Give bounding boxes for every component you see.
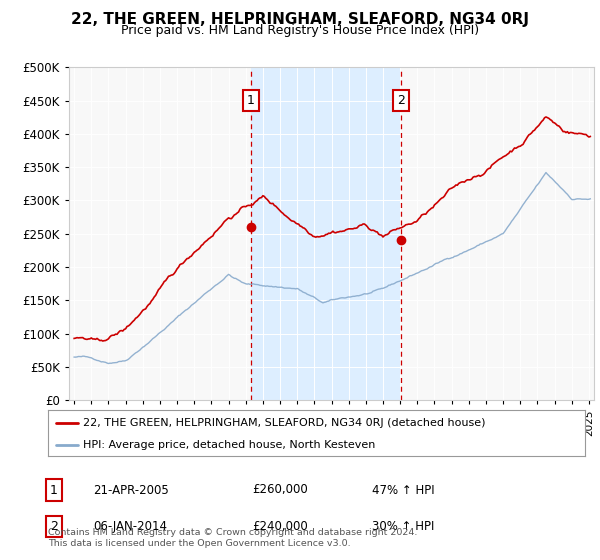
Text: 1: 1 — [247, 94, 255, 107]
Text: £240,000: £240,000 — [252, 520, 308, 533]
Text: 21-APR-2005: 21-APR-2005 — [93, 483, 169, 497]
Text: 22, THE GREEN, HELPRINGHAM, SLEAFORD, NG34 0RJ: 22, THE GREEN, HELPRINGHAM, SLEAFORD, NG… — [71, 12, 529, 27]
Text: 30% ↑ HPI: 30% ↑ HPI — [372, 520, 434, 533]
Text: 1: 1 — [50, 483, 58, 497]
Text: 06-JAN-2014: 06-JAN-2014 — [93, 520, 167, 533]
Text: HPI: Average price, detached house, North Kesteven: HPI: Average price, detached house, Nort… — [83, 440, 375, 450]
Text: Contains HM Land Registry data © Crown copyright and database right 2024.
This d: Contains HM Land Registry data © Crown c… — [48, 528, 418, 548]
Bar — [251, 67, 401, 400]
Text: 2: 2 — [397, 94, 405, 107]
Text: 47% ↑ HPI: 47% ↑ HPI — [372, 483, 434, 497]
Text: 2: 2 — [50, 520, 58, 533]
Text: 22, THE GREEN, HELPRINGHAM, SLEAFORD, NG34 0RJ (detached house): 22, THE GREEN, HELPRINGHAM, SLEAFORD, NG… — [83, 418, 485, 428]
Text: £260,000: £260,000 — [252, 483, 308, 497]
Text: Price paid vs. HM Land Registry's House Price Index (HPI): Price paid vs. HM Land Registry's House … — [121, 24, 479, 37]
